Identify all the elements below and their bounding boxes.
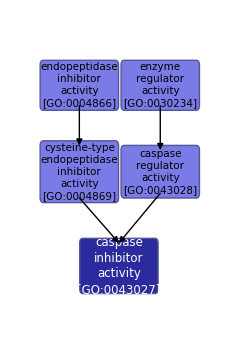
Text: endopeptidase
inhibitor
activity
[GO:0004866]: endopeptidase inhibitor activity [GO:000… [40, 62, 118, 108]
FancyBboxPatch shape [40, 60, 118, 110]
Text: enzyme
regulator
activity
[GO:0030234]: enzyme regulator activity [GO:0030234] [123, 62, 197, 108]
FancyBboxPatch shape [121, 146, 199, 198]
Text: cysteine-type
endopeptidase
inhibitor
activity
[GO:0004869]: cysteine-type endopeptidase inhibitor ac… [40, 143, 118, 201]
Text: caspase
regulator
activity
[GO:0043028]: caspase regulator activity [GO:0043028] [123, 149, 197, 195]
FancyBboxPatch shape [40, 141, 118, 203]
Text: caspase
inhibitor
activity
[GO:0043027]: caspase inhibitor activity [GO:0043027] [77, 236, 160, 296]
FancyBboxPatch shape [121, 60, 199, 110]
FancyBboxPatch shape [79, 238, 157, 293]
